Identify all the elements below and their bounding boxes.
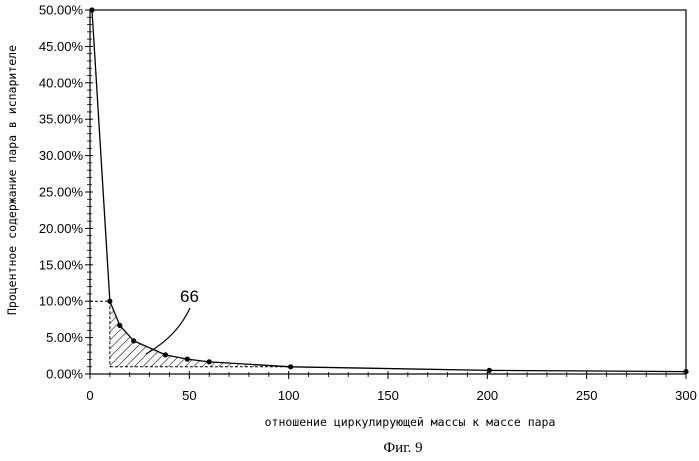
y-tick-label: 10.00% (39, 294, 84, 309)
x-tick-label: 0 (86, 388, 93, 403)
data-point (107, 299, 112, 304)
annotation-label: 66 (180, 287, 199, 306)
y-tick-label: 15.00% (39, 257, 84, 272)
plot-area: 0.00% 5.00% 10.00% 15.00% 20.00% 25.00% 30.00%… (39, 3, 697, 404)
data-point (288, 364, 293, 369)
x-tick-label: 100 (278, 388, 300, 403)
y-tick-label: 20.00% (39, 221, 84, 236)
x-tick-label: 250 (576, 388, 598, 403)
x-axis-title: отношение циркулирующей массы к массе па… (265, 415, 556, 429)
y-axis-title: Процентное содержание пара в испарителе (5, 45, 19, 315)
data-point (185, 357, 190, 362)
data-point (487, 368, 492, 373)
y-tick-label: 45.00% (39, 39, 84, 54)
y-tick-label: 5.00% (46, 330, 83, 345)
x-tick-label: 150 (377, 388, 399, 403)
x-tick-label: 200 (476, 388, 498, 403)
data-point (683, 369, 688, 374)
data-point (117, 323, 122, 328)
data-point (131, 338, 136, 343)
series-line (92, 10, 686, 372)
figure-caption: Фиг. 9 (383, 440, 422, 456)
y-tick-label: 35.00% (39, 112, 84, 127)
x-tick-label: 300 (675, 388, 697, 403)
plot-frame (90, 10, 686, 374)
y-tick-label: 25.00% (39, 185, 84, 200)
data-point (207, 359, 212, 364)
data-point (163, 352, 168, 357)
y-tick-label: 40.00% (39, 75, 84, 90)
y-tick-label: 30.00% (39, 148, 84, 163)
x-tick-label: 50 (182, 388, 196, 403)
annotation-leader (146, 308, 190, 354)
data-point (89, 7, 94, 12)
y-tick-label: 50.00% (39, 3, 84, 18)
shaded-region (110, 301, 291, 367)
y-tick-label: 0.00% (46, 367, 83, 382)
